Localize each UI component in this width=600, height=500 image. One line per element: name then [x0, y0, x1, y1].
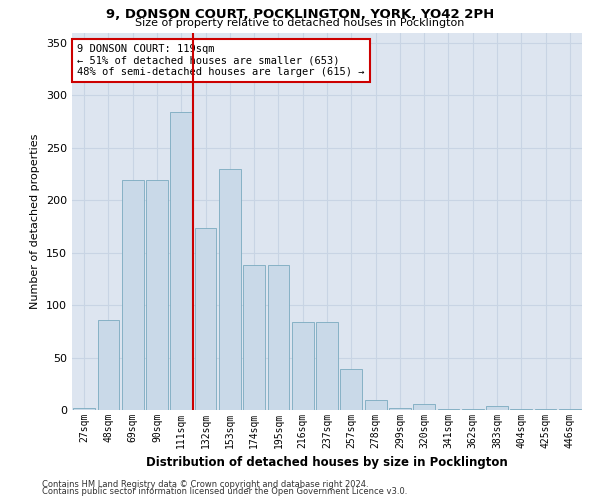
Bar: [486, 406, 508, 410]
Bar: [413, 404, 435, 410]
Bar: [219, 169, 241, 410]
Text: 9 DONSON COURT: 119sqm
← 51% of detached houses are smaller (653)
48% of semi-de: 9 DONSON COURT: 119sqm ← 51% of detached…: [77, 44, 365, 77]
Bar: [559, 409, 581, 410]
Bar: [511, 409, 532, 410]
Bar: [243, 266, 265, 410]
Bar: [146, 180, 168, 410]
Bar: [292, 322, 314, 410]
Y-axis label: Number of detached properties: Number of detached properties: [31, 134, 40, 309]
Bar: [170, 112, 192, 410]
Bar: [73, 408, 95, 410]
Text: Contains public sector information licensed under the Open Government Licence v3: Contains public sector information licen…: [42, 487, 407, 496]
Text: 9, DONSON COURT, POCKLINGTON, YORK, YO42 2PH: 9, DONSON COURT, POCKLINGTON, YORK, YO42…: [106, 8, 494, 20]
Bar: [194, 228, 217, 410]
Bar: [437, 409, 460, 410]
Bar: [389, 408, 411, 410]
Bar: [122, 180, 143, 410]
Text: Size of property relative to detached houses in Pocklington: Size of property relative to detached ho…: [136, 18, 464, 28]
Bar: [340, 369, 362, 410]
Bar: [365, 400, 386, 410]
Bar: [462, 409, 484, 410]
Bar: [535, 409, 556, 410]
X-axis label: Distribution of detached houses by size in Pocklington: Distribution of detached houses by size …: [146, 456, 508, 469]
Bar: [268, 266, 289, 410]
Bar: [316, 322, 338, 410]
Bar: [97, 320, 119, 410]
Text: Contains HM Land Registry data © Crown copyright and database right 2024.: Contains HM Land Registry data © Crown c…: [42, 480, 368, 489]
